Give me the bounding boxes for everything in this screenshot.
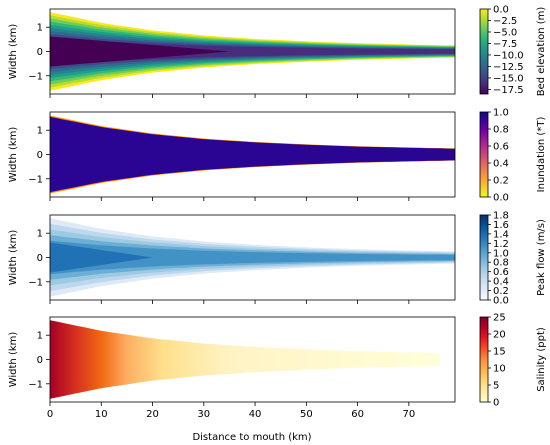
- colorbar-tick-label: 5: [493, 381, 499, 392]
- colorbar-tick-label: 0.6: [493, 267, 509, 278]
- colorbar: 0.0−2.5−5.0−7.5−10.0−12.5−15.0−17.5 Bed e…: [479, 5, 547, 97]
- colorbar-tick-label: 0.4: [493, 159, 509, 170]
- x-tick-label: 60: [351, 409, 364, 420]
- colorbar-tick-label: 1.0: [493, 108, 509, 119]
- y-tick-label: 0: [37, 47, 43, 58]
- plot-area: [50, 218, 455, 297]
- colorbar-tick-label: 0.6: [493, 142, 509, 153]
- colorbar-tick-label: 1.0: [493, 248, 509, 259]
- colorbar-bar: [479, 316, 489, 403]
- colorbar-tick-label: 0.4: [493, 277, 509, 288]
- x-tick-label: 30: [197, 409, 210, 420]
- colorbar-tick-label: 1.4: [493, 229, 509, 240]
- colorbar: 25 20 15 10 5 0 Salinity (ppt): [479, 313, 547, 409]
- y-tick-label: −1: [28, 277, 43, 288]
- band-6: [50, 242, 153, 273]
- colorbar-tick-label: 25: [493, 313, 506, 324]
- y-tick-label: −1: [28, 174, 43, 185]
- x-tick-label: 40: [249, 409, 262, 420]
- x-tick-label: 20: [146, 409, 159, 420]
- colorbar: 1.0 0.8 0.6 0.4 0.2 0.0 Inundation (*T): [479, 108, 547, 204]
- plot-area: [50, 115, 455, 194]
- colorbar-tick-label: 20: [493, 330, 506, 341]
- inundation-body: [50, 116, 455, 193]
- band-10: [50, 36, 230, 67]
- colorbar-label: Bed elevation (m): [536, 7, 547, 97]
- x-axis-label: Distance to mouth (km): [192, 432, 311, 443]
- colorbar-tick-label: 0.0: [493, 5, 509, 16]
- y-tick-label: −1: [28, 379, 43, 390]
- y-tick-label: 0: [37, 150, 43, 161]
- colorbar-tick-label: 1.8: [493, 211, 509, 222]
- colorbar-tick-label: 0.2: [493, 286, 509, 297]
- x-tick-label: 70: [402, 409, 415, 420]
- colorbar-tick-label: 15: [493, 347, 506, 358]
- y-tick-label: 0: [37, 355, 43, 366]
- colorbar-tick-label: −15.0: [493, 73, 524, 84]
- colorbar-tick-label: −17.5: [493, 85, 524, 96]
- y-axis-label: Width (km): [8, 24, 19, 80]
- colorbar-tick-label: −2.5: [493, 16, 517, 27]
- colorbar-bar: [479, 214, 489, 301]
- y-tick-label: 1: [37, 229, 43, 240]
- colorbar-tick-label: 0: [493, 398, 499, 409]
- y-axis-label: Width (km): [8, 230, 19, 286]
- y-tick-label: 0: [37, 253, 43, 264]
- panel-2: −1 0 1 Width (km) 1.0 0.8 0.6 0.4 0.2 0.0 Inundati…: [8, 108, 547, 204]
- colorbar: 1.81.61.41.21.00.80.60.40.20.0 Peak flow …: [479, 211, 547, 307]
- colorbar-tick-label: 1.6: [493, 220, 509, 231]
- x-tick-label: 0: [47, 409, 53, 420]
- y-axis-label: Width (km): [8, 127, 19, 183]
- colorbar-tick-label: 10: [493, 364, 506, 375]
- colorbar-bar: [479, 111, 489, 198]
- colorbar-tick-label: −5.0: [493, 27, 517, 38]
- colorbar-label: Inundation (*T): [536, 117, 547, 193]
- x-tick-label: 10: [95, 409, 108, 420]
- colorbar-tick-label: 1.2: [493, 239, 509, 250]
- plot-area: [50, 320, 440, 399]
- y-axis-label: Width (km): [8, 332, 19, 388]
- band-9: [50, 37, 455, 66]
- colorbar-tick-label: −10.0: [493, 50, 524, 61]
- band-5: [50, 240, 455, 275]
- colorbar-tick-label: −12.5: [493, 62, 524, 73]
- colorbar-tick-label: 0.0: [493, 296, 509, 307]
- x-tick-label: 50: [300, 409, 313, 420]
- colorbar-bar: [479, 8, 489, 95]
- colorbar-tick-label: 0.2: [493, 176, 509, 187]
- colorbar-tick-label: −7.5: [493, 39, 517, 50]
- colorbar-label: Peak flow (m/s): [536, 219, 547, 296]
- y-tick-label: 1: [37, 126, 43, 137]
- colorbar-label: Salinity (ppt): [536, 327, 547, 392]
- y-tick-label: −1: [28, 71, 43, 82]
- y-tick-label: 1: [37, 331, 43, 342]
- plot-area: [50, 12, 455, 91]
- colorbar-tick-label: 0.8: [493, 258, 509, 269]
- colorbar-tick-label: 0.8: [493, 125, 509, 136]
- salinity-fill: [50, 320, 440, 399]
- y-tick-label: 1: [37, 23, 43, 34]
- colorbar-tick-label: 0.0: [493, 193, 509, 204]
